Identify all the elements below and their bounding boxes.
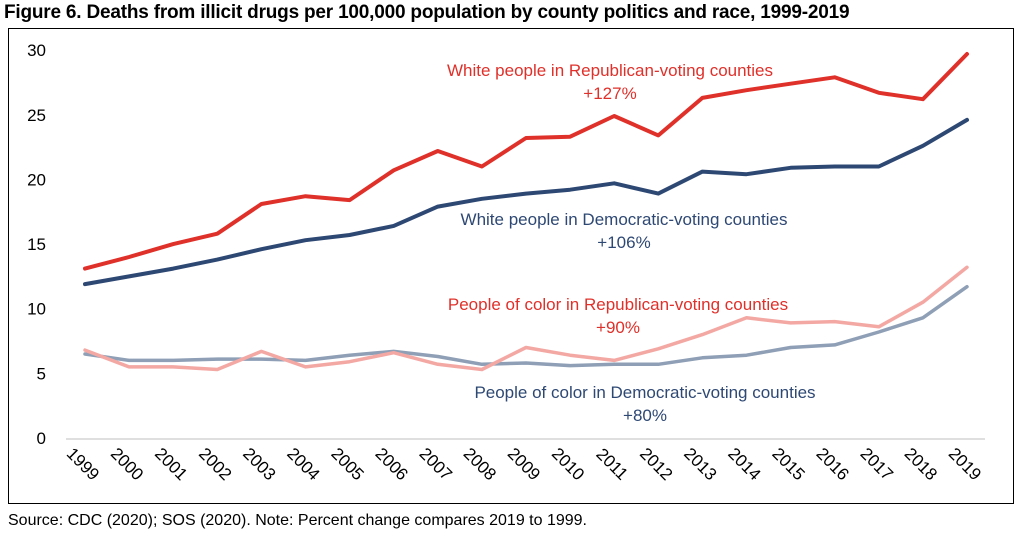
y-tick-label: 30 — [27, 41, 46, 60]
series-annotations: White people in Republican-voting counti… — [447, 61, 816, 425]
x-tick-label: 2011 — [592, 444, 631, 483]
x-tick-label: 2006 — [371, 444, 411, 484]
x-tick-label: 2019 — [945, 444, 985, 484]
x-tick-label: 2000 — [107, 444, 147, 484]
y-tick-label: 10 — [27, 300, 46, 319]
x-tick-label: 2017 — [857, 444, 897, 484]
x-tick-label: 2014 — [724, 444, 764, 484]
x-tick-label: 2004 — [283, 444, 323, 484]
x-tick-label: 2013 — [680, 444, 720, 484]
x-tick-label: 2001 — [151, 444, 191, 484]
x-tick-label: 2018 — [901, 444, 941, 484]
x-tick-label: 2003 — [239, 444, 279, 484]
series-annotation-label: White people in Democratic-voting counti… — [461, 210, 788, 229]
series-line — [83, 284, 969, 368]
x-tick-label: 2016 — [812, 444, 852, 484]
series-annotation-label: People of color in Republican-voting cou… — [448, 295, 788, 314]
x-tick-label: 2002 — [195, 444, 235, 484]
x-tick-label: 2009 — [504, 444, 544, 484]
series-annotation-label: White people in Republican-voting counti… — [447, 61, 773, 80]
series-line — [83, 265, 969, 372]
series-annotation-change: +80% — [623, 406, 667, 425]
series-line — [83, 117, 969, 287]
series-annotation-change: +106% — [597, 233, 650, 252]
x-axis: 1999 2000 2001 2002 2003 2004 2005 2006 2007 2008… — [63, 444, 985, 484]
y-axis: 0 5 10 15 20 25 30 — [27, 41, 46, 448]
y-tick-label: 15 — [27, 235, 46, 254]
y-tick-label: 5 — [37, 364, 46, 383]
series-line — [83, 52, 969, 271]
series-annotation-change: +127% — [583, 84, 636, 103]
series-lines — [83, 52, 969, 372]
x-tick-label: 2010 — [548, 444, 588, 484]
y-tick-label: 25 — [27, 106, 46, 125]
chart-frame — [8, 28, 1014, 504]
y-tick-label: 0 — [37, 429, 46, 448]
series-annotation-label: People of color in Democratic-voting cou… — [474, 383, 815, 402]
y-tick-label: 20 — [27, 170, 46, 189]
x-tick-label: 2012 — [636, 444, 676, 484]
series-annotation-change: +90% — [596, 318, 640, 337]
source-note: Source: CDC (2020); SOS (2020). Note: Pe… — [8, 512, 587, 529]
chart-title: Figure 6. Deaths from illicit drugs per … — [4, 2, 850, 23]
x-tick-label: 1999 — [63, 444, 103, 484]
x-tick-label: 2015 — [768, 444, 808, 484]
x-tick-label: 2007 — [416, 444, 456, 484]
x-tick-label: 2008 — [460, 444, 500, 484]
x-tick-label: 2005 — [327, 444, 367, 484]
